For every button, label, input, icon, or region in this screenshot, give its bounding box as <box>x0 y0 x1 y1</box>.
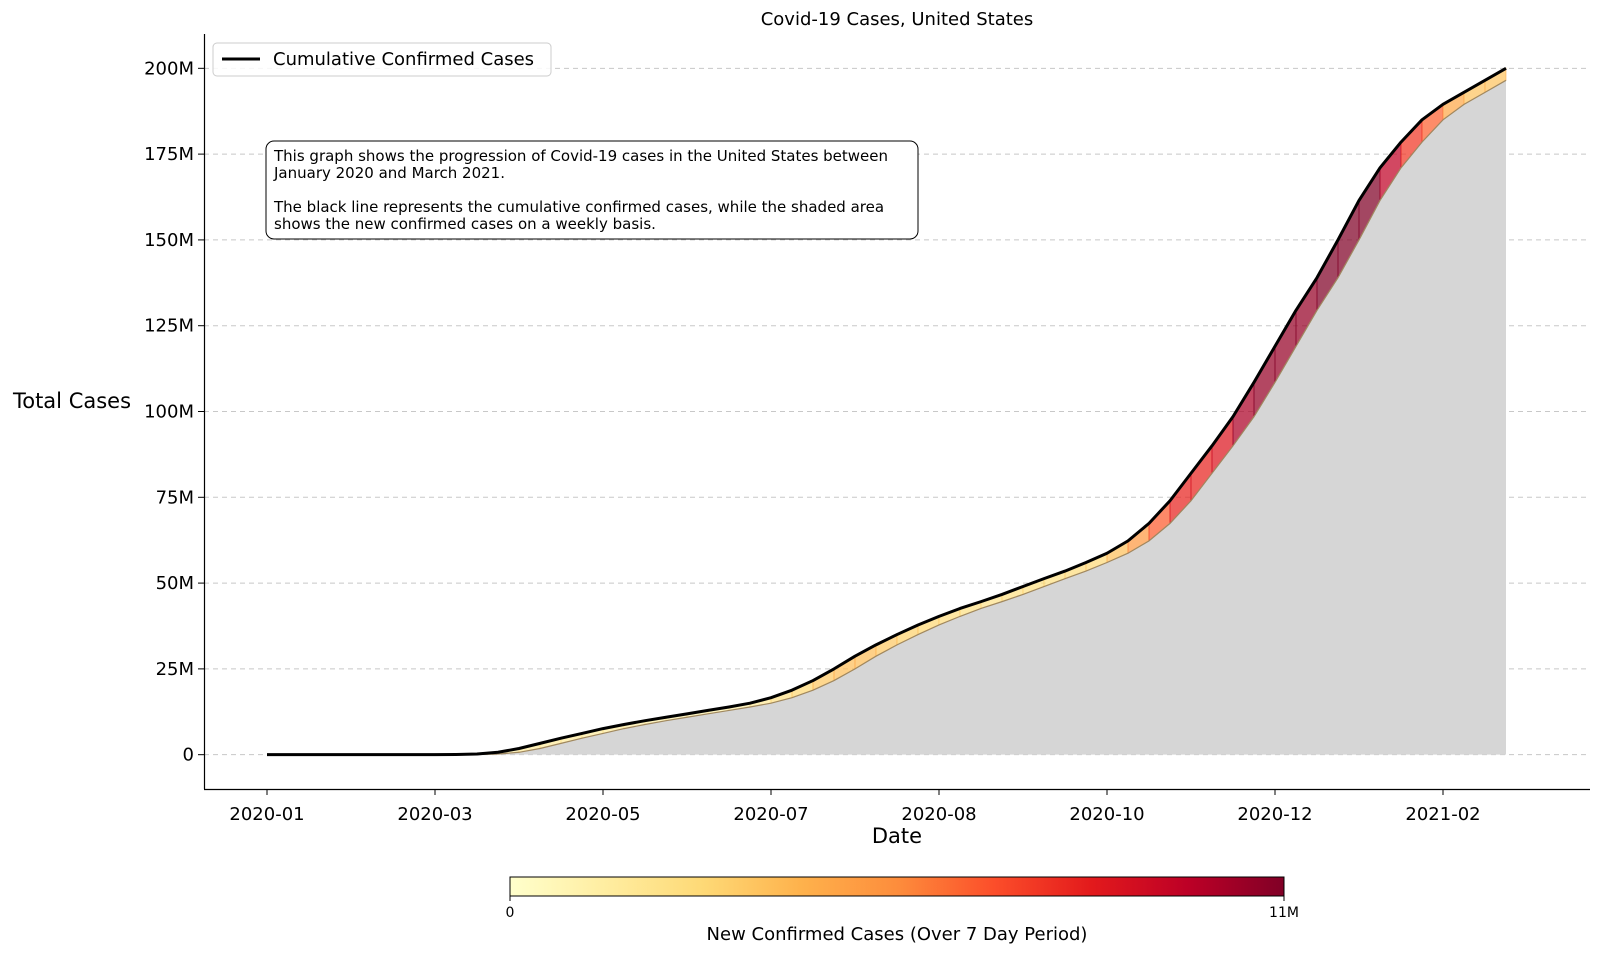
x-tick-label: 2020-10 <box>1069 804 1144 825</box>
y-tick-label: 100M <box>144 402 194 423</box>
colorbar-title: New Confirmed Cases (Over 7 Day Period) <box>707 924 1088 945</box>
colorbar: 0 11M New Confirmed Cases (Over 7 Day Pe… <box>506 876 1299 945</box>
annotation-box: This graph shows the progression of Covi… <box>265 140 919 240</box>
colorbar-min-label: 0 <box>506 905 515 921</box>
cumulative-line-layer <box>267 67 1507 757</box>
colorbar-gradient <box>509 876 1285 897</box>
annotation-line-5: shows the new confirmed cases on a weekl… <box>274 215 656 233</box>
plot-area <box>267 80 1506 755</box>
y-axis-ticks: 0 25M 50M 75M 100M 125M 150M 175M 200M <box>144 58 204 766</box>
legend-box <box>212 42 552 77</box>
x-tick-label: 2020-08 <box>901 804 976 825</box>
y-tick-label: 150M <box>144 230 194 251</box>
x-tick-label: 2021-02 <box>1405 804 1480 825</box>
legend: Cumulative Confirmed Cases <box>212 42 552 77</box>
annotation-line-2: January 2020 and March 2021. <box>273 164 505 182</box>
annotation-line-4: The black line represents the cumulative… <box>273 198 884 216</box>
x-tick-label: 2020-03 <box>397 804 472 825</box>
x-axis-title: Date <box>872 824 922 848</box>
annotation-line-1: This graph shows the progression of Covi… <box>273 147 888 165</box>
weekly-new-cases-bands <box>267 67 1507 756</box>
y-tick-label: 75M <box>156 487 194 508</box>
y-tick-label: 25M <box>156 659 194 680</box>
y-axis-title: Total Cases <box>12 389 131 413</box>
y-tick-label: 125M <box>144 316 194 337</box>
cumulative-cases-line <box>267 67 1507 757</box>
baseline-area <box>267 80 1506 755</box>
x-tick-label: 2020-05 <box>565 804 640 825</box>
y-tick-label: 0 <box>183 745 194 766</box>
y-tick-label: 50M <box>156 573 194 594</box>
chart-title: Covid-19 Cases, United States <box>761 9 1034 30</box>
x-axis-ticks: 2020-01 2020-03 2020-05 2020-07 2020-08 2020-… <box>229 789 1481 825</box>
x-tick-label: 2020-12 <box>1237 804 1312 825</box>
y-tick-label: 175M <box>144 144 194 165</box>
y-tick-label: 200M <box>144 58 194 79</box>
x-tick-label: 2020-01 <box>229 804 304 825</box>
x-tick-label: 2020-07 <box>733 804 808 825</box>
colorbar-max-label: 11M <box>1269 905 1299 921</box>
legend-label: Cumulative Confirmed Cases <box>273 49 534 70</box>
